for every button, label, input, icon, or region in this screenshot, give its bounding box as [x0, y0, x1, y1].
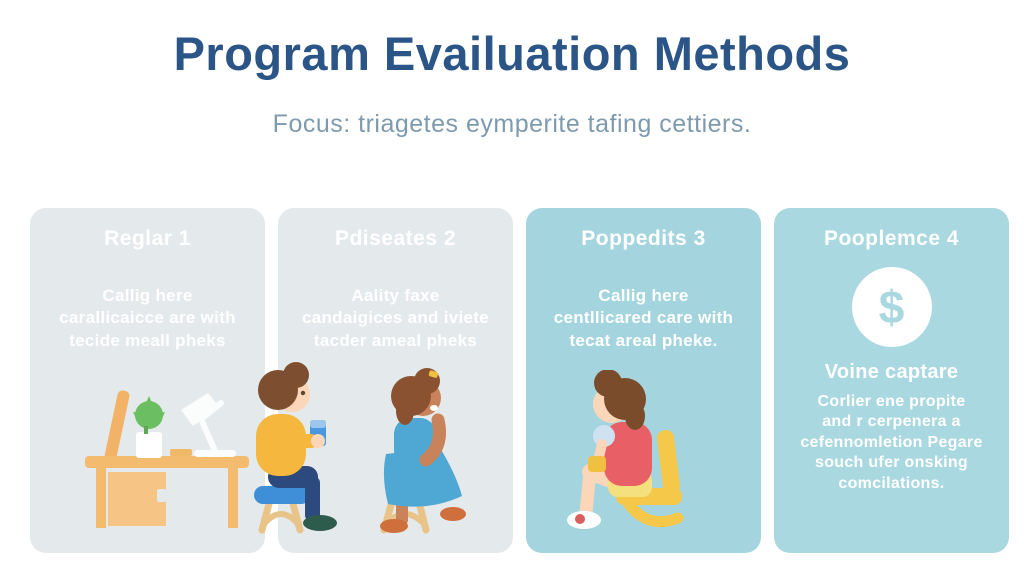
- card-body-line: tecat areal pheke.: [569, 330, 718, 350]
- card-3-title: Poppedits 3: [581, 227, 706, 250]
- girl-on-stool-illustration: [380, 368, 466, 534]
- card-2-body: Aality faxe candaigices and iviete tacde…: [302, 285, 489, 352]
- card-4-subheading: Voine captare: [824, 361, 959, 383]
- card-body-line: tecide meall pheks: [69, 330, 226, 350]
- desk-illustration: [85, 390, 249, 528]
- dollar-sign-icon: $: [851, 267, 932, 347]
- card-1-body: Callig here carallicaicce are with tecid…: [59, 285, 236, 352]
- card-body-line: Callig here: [598, 286, 689, 305]
- card-body-line: cefennomletion Pegare: [800, 433, 983, 451]
- card-body-line: tacder ameal pheks: [313, 330, 478, 350]
- card-4-title: Pooplemce 4: [823, 227, 960, 250]
- card-4-body: Corlier ene propite and r cerpenera a ce…: [800, 392, 982, 494]
- cards-row: Reglar 1 Callig here carallicaicce are w…: [30, 208, 1009, 553]
- card-body-line: comcilations.: [838, 474, 945, 492]
- card-method-4: Pooplemce 4 $ Voine captare Corlier ene …: [774, 208, 1009, 553]
- card-body-line: souch ufer onsking: [815, 454, 968, 472]
- card-body-line: Callig here: [102, 286, 193, 305]
- card-2-title: Pdiseates 2: [334, 227, 457, 250]
- card-body-line: and r cerpenera a: [822, 413, 961, 431]
- dollar-glyph: $: [878, 281, 905, 333]
- page-title: Program Evailuation Methods: [173, 27, 851, 80]
- child-on-chair-illustration: [567, 370, 684, 529]
- card-1-title: Reglar 1: [104, 227, 191, 250]
- card-body-line: Aality faxe: [351, 286, 440, 305]
- card-body-line: centllicared care with: [553, 308, 734, 328]
- page-subtitle: Focus: triagetes eymperite tafing cettie…: [272, 110, 752, 138]
- card-body-line: candaigices and iviete: [301, 308, 490, 328]
- boy-on-stool-illustration: [254, 362, 337, 534]
- card-3-body: Callig here centllicared care with tecat…: [554, 285, 734, 352]
- card-method-2: Pdiseates 2 Aality faxe candaigices and …: [278, 208, 513, 553]
- card-body-line: Corlier ene propite: [817, 393, 966, 410]
- card-body-line: carallicaicce are with: [59, 308, 236, 328]
